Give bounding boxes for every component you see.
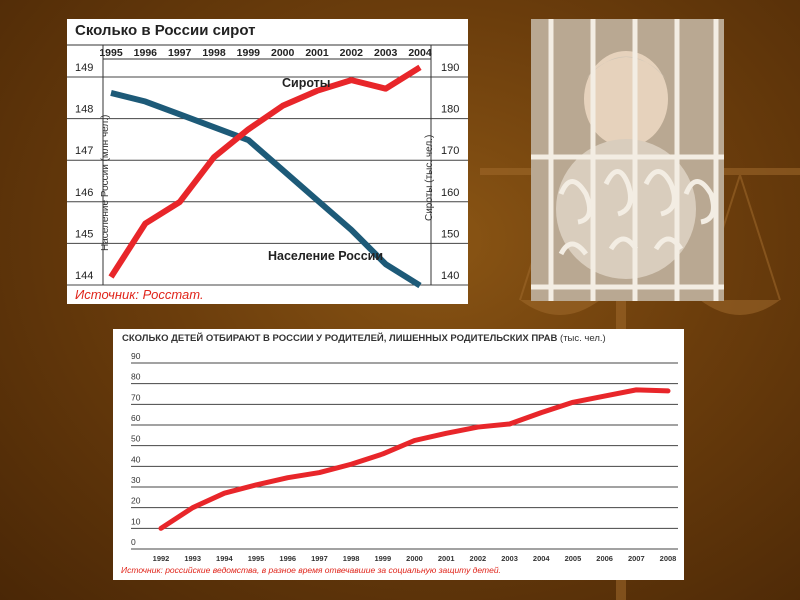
x-tick-label: 2001 — [438, 554, 455, 563]
x-tick-label: 2007 — [628, 554, 645, 563]
x-tick-label: 2008 — [660, 554, 677, 563]
photo-illustration — [531, 19, 724, 301]
y-left-tick-label: 144 — [75, 270, 93, 282]
y-tick-label: 80 — [131, 372, 141, 382]
y-left-tick-label: 147 — [75, 145, 93, 157]
x-tick-label: 1998 — [202, 47, 226, 59]
y-right-tick-label: 190 — [441, 62, 459, 74]
y-left-axis-label: Население России (млн чел.) — [100, 115, 111, 251]
population-series-label: Население России — [268, 249, 383, 263]
y-right-tick-label: 160 — [441, 187, 459, 199]
children-removed-plot: 90 80 70 60 50 40 30 20 10 0 1992 1993 1994 1995 1996 1… — [131, 351, 678, 563]
x-tick-label: 1996 — [134, 47, 158, 59]
x-tick-label: 1999 — [237, 47, 261, 59]
x-tick-label: 1995 — [99, 47, 123, 59]
y-left-tick-label: 146 — [75, 187, 93, 199]
y-right-tick-label: 180 — [441, 104, 459, 116]
x-tick-label: 1999 — [374, 554, 391, 563]
x-tick-label: 1998 — [343, 554, 360, 563]
x-tick-label: 2004 — [408, 47, 432, 59]
children-removed-chart: СКОЛЬКО ДЕТЕЙ ОТБИРАЮТ В РОССИИ У РОДИТЕ… — [113, 329, 684, 580]
y-tick-label: 30 — [131, 475, 141, 485]
y-tick-label: 10 — [131, 516, 141, 526]
child-behind-gate-photo — [531, 19, 724, 301]
x-tick-label: 1993 — [184, 554, 201, 563]
chart-title: Сколько в России сирот — [75, 22, 256, 39]
y-tick-label: 60 — [131, 413, 141, 423]
chart-title: СКОЛЬКО ДЕТЕЙ ОТБИРАЮТ В РОССИИ У РОДИТЕ… — [122, 333, 606, 344]
chart-title-text: СКОЛЬКО ДЕТЕЙ ОТБИРАЮТ В РОССИИ У РОДИТЕ… — [122, 333, 558, 344]
chart-source: Источник: российские ведомства, в разное… — [121, 565, 501, 575]
chart-title-unit: (тыс. чел.) — [560, 333, 606, 344]
x-tick-label: 2003 — [501, 554, 518, 563]
y-right-tick-label: 140 — [441, 270, 459, 282]
y-tick-label: 70 — [131, 392, 141, 402]
y-tick-label: 0 — [131, 537, 136, 547]
x-tick-label: 2002 — [340, 47, 364, 59]
y-tick-label: 20 — [131, 496, 141, 506]
chart-source: Источник: Росстат. — [75, 287, 204, 302]
x-tick-label: 2004 — [533, 554, 551, 563]
x-tick-label: 1994 — [216, 554, 234, 563]
x-tick-label: 2002 — [470, 554, 487, 563]
y-left-tick-label: 145 — [75, 228, 93, 240]
x-tick-label: 1997 — [168, 47, 192, 59]
y-right-axis-label: Сироты (тыс. чел.) — [424, 135, 435, 221]
population-series-line — [110, 90, 422, 289]
x-tick-label: 2005 — [565, 554, 582, 563]
y-right-tick-label: 170 — [441, 145, 459, 157]
x-tick-label: 1997 — [311, 554, 328, 563]
x-tick-label: 1992 — [153, 554, 170, 563]
orphans-series-line — [108, 64, 422, 279]
orphans-population-plot: 1995 1996 1997 1998 1999 2000 2001 2002 2003 2004… — [67, 44, 468, 289]
x-tick-label: 2001 — [305, 47, 329, 59]
y-left-tick-label: 149 — [75, 62, 93, 74]
x-tick-label: 2000 — [406, 554, 423, 563]
x-tick-label: 1996 — [279, 554, 296, 563]
y-tick-label: 40 — [131, 454, 141, 464]
y-tick-label: 50 — [131, 434, 141, 444]
x-tick-label: 2006 — [596, 554, 613, 563]
y-right-tick-label: 150 — [441, 228, 459, 240]
x-tick-label: 2003 — [374, 47, 398, 59]
y-left-tick-label: 148 — [75, 104, 93, 116]
x-tick-label: 1995 — [248, 554, 265, 563]
orphans-series-label: Сироты — [282, 76, 330, 90]
orphans-population-chart: Сколько в России сирот 1995 1996 1997 1998 1… — [67, 19, 468, 304]
children-removed-series-line — [158, 387, 671, 531]
y-tick-label: 90 — [131, 351, 141, 361]
x-tick-label: 2000 — [271, 47, 295, 59]
